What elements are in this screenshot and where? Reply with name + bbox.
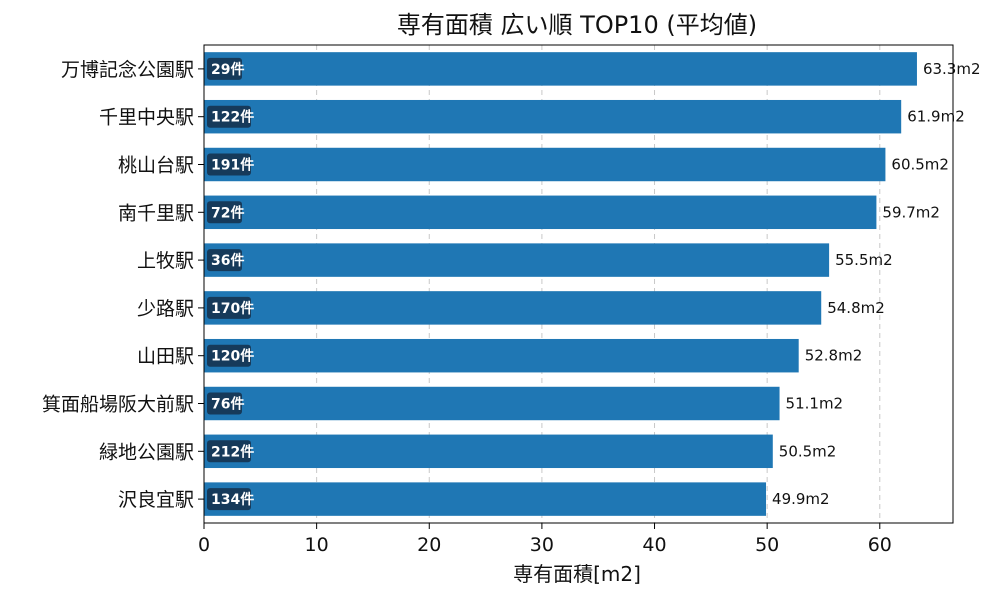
y-tick-label: 緑地公園駅 [99,441,194,463]
value-label: 50.5m2 [779,442,837,460]
count-badge [207,249,242,272]
count-label: 191件 [211,157,254,174]
bar [204,52,917,86]
chart-title: 専有面積 広い順 TOP10 (平均値) [397,11,757,39]
bar [204,386,780,421]
count-label: 76件 [211,396,244,413]
value-label: 60.5m2 [891,156,949,174]
x-tick-label: 60 [868,534,892,556]
x-tick-label: 40 [642,534,666,556]
count-label: 212件 [211,443,254,460]
count-badge [207,201,242,224]
y-tick-label: 箕面船場阪大前駅 [42,394,194,416]
x-ticks: 0 10 20 30 40 50 60 [198,523,892,556]
value-label: 61.9m2 [907,108,965,126]
x-tick-label: 10 [305,534,329,556]
count-badge [207,344,251,367]
bars: 63.3m2 29件 61.9m2 122件 60.5m2 191件 59.7m2 72件 55… [204,52,981,516]
count-badge [207,153,251,176]
count-badge [207,57,242,80]
bar [204,99,902,134]
y-tick-label: 千里中央駅 [99,107,194,129]
y-tick-label: 沢良宜駅 [118,489,194,511]
value-label: 52.8m2 [805,347,863,365]
bar [204,147,886,182]
count-badge [207,488,251,511]
count-badge [207,440,251,463]
plot-frame [203,44,954,524]
count-label: 122件 [211,109,254,126]
value-label: 59.7m2 [882,203,940,221]
bar [204,434,773,469]
y-tick-label: 上牧駅 [137,250,194,272]
value-label: 49.9m2 [772,490,830,508]
value-label: 54.8m2 [827,299,885,317]
bar [204,243,830,277]
bar [204,338,799,373]
count-badge [207,105,251,128]
count-badge [207,392,242,415]
count-label: 120件 [211,348,254,365]
count-label: 72件 [211,204,244,221]
count-label: 29件 [211,61,244,78]
count-label: 170件 [211,300,254,317]
y-tick-label: 万博記念公園駅 [61,58,194,81]
bar [204,482,767,516]
bar [204,291,822,325]
count-label: 134件 [211,491,254,508]
value-label: 51.1m2 [786,395,844,413]
y-tick-label: 少路駅 [137,298,194,320]
x-tick-label: 50 [755,534,779,556]
value-label: 55.5m2 [835,251,893,269]
y-tick-label: 桃山台駅 [118,155,194,177]
bar [204,195,877,230]
x-axis-label: 専有面積[m2] [513,562,641,586]
x-tick-label: 20 [417,534,441,556]
value-label: 63.3m2 [923,60,981,78]
x-tick-label: 0 [198,534,210,556]
y-tick-label: 山田駅 [137,346,194,368]
y-tick-labels: 万博記念公園駅千里中央駅桃山台駅南千里駅上牧駅少路駅山田駅箕面船場阪大前駅緑地公… [42,58,204,511]
y-tick-label: 南千里駅 [118,202,194,224]
x-tick-label: 30 [530,534,554,556]
count-badge [207,296,251,319]
count-label: 36件 [211,252,244,269]
